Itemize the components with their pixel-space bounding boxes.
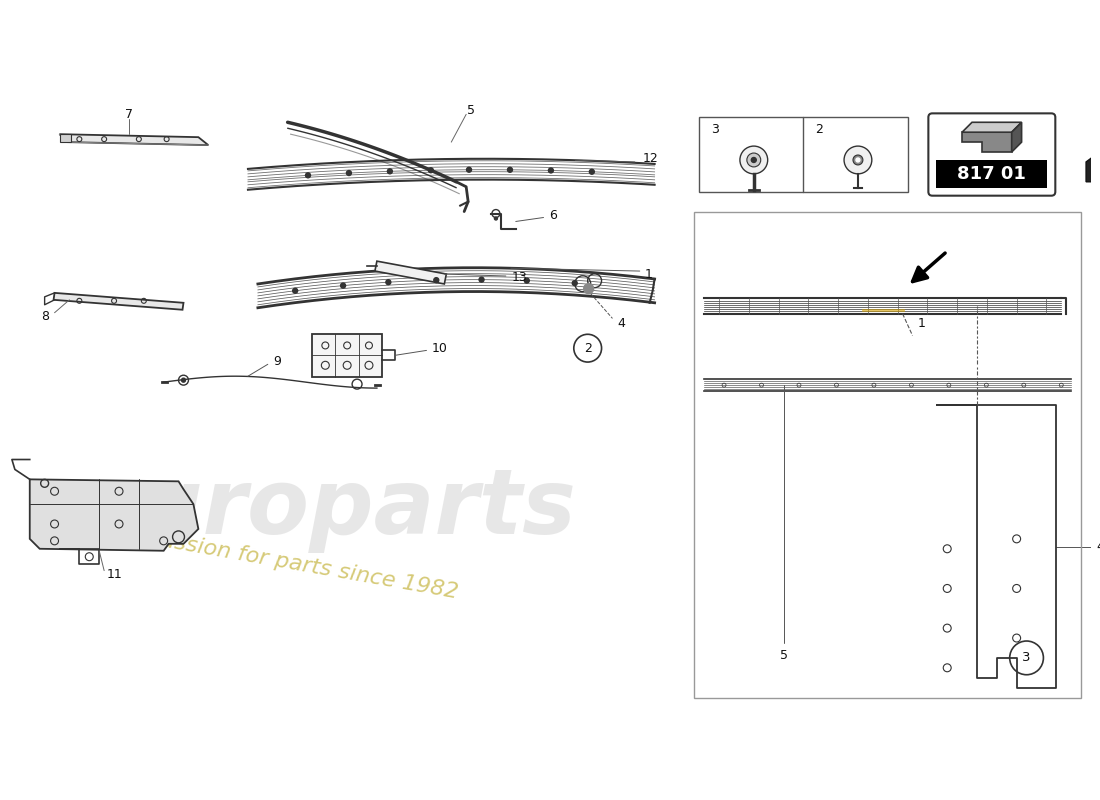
Text: 5: 5	[780, 650, 788, 662]
Circle shape	[182, 378, 186, 382]
Text: 5: 5	[468, 104, 475, 117]
Text: 9: 9	[274, 355, 282, 368]
Text: 817 01: 817 01	[957, 165, 1026, 183]
Circle shape	[747, 153, 761, 167]
Text: 10: 10	[431, 342, 448, 355]
Polygon shape	[54, 293, 184, 310]
Polygon shape	[962, 122, 1022, 132]
Circle shape	[494, 217, 497, 220]
Circle shape	[852, 155, 862, 165]
Text: 3: 3	[1022, 651, 1031, 664]
Polygon shape	[59, 134, 208, 145]
Text: 3: 3	[711, 122, 719, 136]
Circle shape	[844, 146, 872, 174]
Circle shape	[466, 167, 472, 172]
Polygon shape	[1012, 122, 1022, 152]
Text: 6: 6	[550, 209, 558, 222]
Text: 8: 8	[42, 310, 50, 323]
Circle shape	[584, 284, 594, 294]
Polygon shape	[375, 261, 447, 284]
Circle shape	[572, 281, 578, 286]
Circle shape	[306, 173, 310, 178]
Circle shape	[341, 283, 345, 288]
Bar	[59, 134, 72, 142]
Polygon shape	[962, 132, 1012, 152]
Bar	[936, 160, 1047, 188]
Circle shape	[386, 280, 390, 285]
Circle shape	[525, 278, 529, 283]
Text: 4: 4	[617, 317, 625, 330]
Circle shape	[590, 170, 594, 174]
Text: 1: 1	[917, 317, 925, 330]
FancyBboxPatch shape	[928, 114, 1055, 196]
Circle shape	[293, 288, 298, 294]
Text: 2: 2	[584, 342, 592, 354]
Text: 7: 7	[125, 108, 133, 121]
Circle shape	[480, 277, 484, 282]
Text: a passion for parts since 1982: a passion for parts since 1982	[125, 525, 460, 602]
Circle shape	[856, 158, 860, 162]
Text: 12: 12	[642, 153, 659, 166]
Circle shape	[740, 146, 768, 174]
Bar	[700, 118, 908, 192]
Bar	[312, 334, 382, 377]
Circle shape	[433, 278, 439, 282]
Text: 13: 13	[512, 270, 528, 283]
Bar	[694, 211, 1081, 698]
Text: 2: 2	[815, 122, 823, 136]
Circle shape	[549, 168, 553, 173]
Circle shape	[387, 169, 393, 174]
Circle shape	[507, 167, 513, 172]
Circle shape	[346, 170, 351, 175]
Polygon shape	[1086, 147, 1100, 202]
Text: 1: 1	[645, 267, 652, 281]
Text: europarts: europarts	[78, 465, 576, 553]
Circle shape	[428, 168, 433, 173]
Text: 4: 4	[1096, 540, 1100, 554]
Circle shape	[751, 158, 757, 162]
Text: 11: 11	[107, 568, 123, 581]
Polygon shape	[30, 479, 198, 550]
